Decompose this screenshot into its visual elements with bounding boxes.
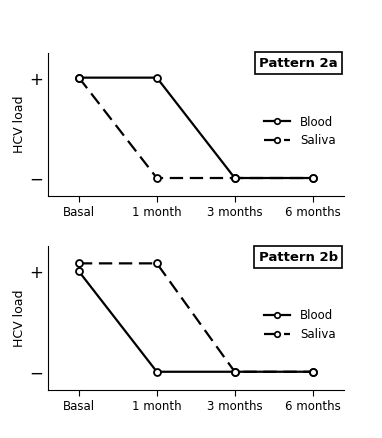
Y-axis label: HCV load: HCV load (13, 290, 26, 347)
Legend: Blood, Saliva: Blood, Saliva (262, 307, 338, 343)
Legend: Blood, Saliva: Blood, Saliva (262, 113, 338, 150)
Text: Pattern 2a: Pattern 2a (259, 57, 338, 70)
Y-axis label: HCV load: HCV load (13, 95, 26, 153)
Text: Pattern 2b: Pattern 2b (259, 251, 338, 264)
